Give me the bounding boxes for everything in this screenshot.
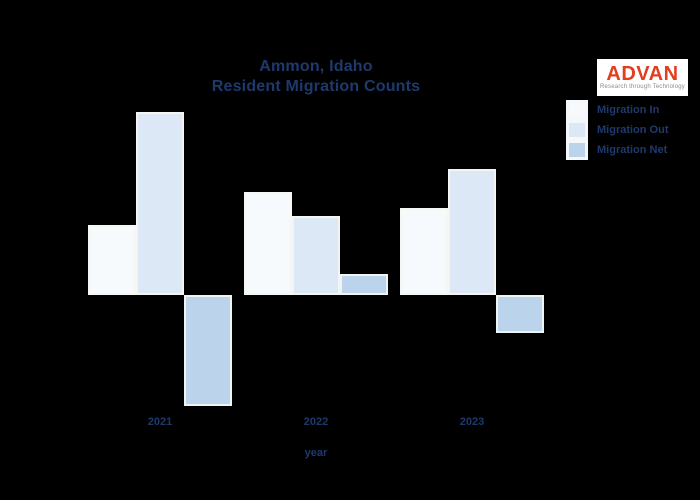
- x-tick-label-2022: 2022: [303, 416, 329, 428]
- x-tick-label-2023: 2023: [459, 416, 485, 428]
- bar-migration-out-2023: [448, 169, 496, 295]
- advan-logo-tagline: Research through Technology: [599, 84, 685, 90]
- legend-swatch-cell: [566, 140, 588, 160]
- chart-title-line2: Resident Migration Counts: [211, 78, 421, 95]
- advan-logo-brand-text: ADVAN: [606, 63, 679, 85]
- legend: Migration In Migration Out Migration Net: [566, 100, 669, 160]
- legend-swatch-cell: [566, 120, 588, 140]
- legend-label: Migration Out: [597, 124, 669, 136]
- bar-migration-in-2022: [244, 192, 292, 295]
- legend-item-migration-out: Migration Out: [566, 120, 669, 140]
- bar-migration-net-2021: [184, 295, 232, 406]
- legend-swatch-cell: [566, 100, 588, 120]
- migration-net-swatch: [569, 143, 585, 157]
- migration-in-swatch: [569, 103, 585, 117]
- chart-title: Ammon, Idaho Resident Migration Counts: [116, 57, 516, 97]
- legend-label: Migration In: [597, 104, 660, 116]
- legend-item-migration-net: Migration Net: [566, 140, 669, 160]
- bar-migration-net-2023: [496, 295, 544, 333]
- migration-out-swatch: [569, 123, 585, 137]
- bar-migration-out-2022: [292, 216, 340, 295]
- bar-migration-out-2021: [136, 112, 184, 295]
- bar-migration-net-2022: [340, 274, 388, 295]
- x-tick-label-2021: 2021: [147, 416, 173, 428]
- advan-logo: ADVAN Research through Technology: [597, 59, 688, 96]
- chart-title-line1: Ammon, Idaho: [259, 58, 373, 75]
- bar-migration-in-2021: [88, 225, 136, 295]
- legend-item-migration-in: Migration In: [566, 100, 669, 120]
- legend-label: Migration Net: [597, 144, 668, 156]
- bar-migration-in-2023: [400, 208, 448, 295]
- x-axis-label: year: [304, 447, 328, 459]
